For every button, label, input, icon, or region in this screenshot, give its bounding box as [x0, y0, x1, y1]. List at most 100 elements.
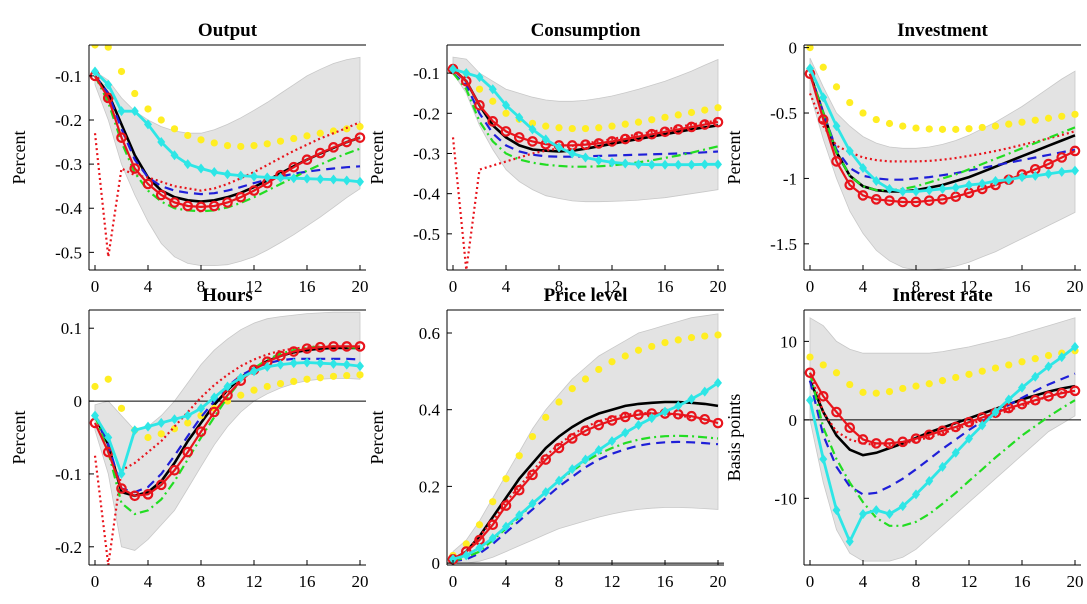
data-point [223, 169, 232, 180]
x-tick-label: 16 [299, 277, 316, 296]
x-tick-label: 8 [555, 572, 564, 591]
data-point [500, 126, 512, 137]
y-tick-label: -1 [783, 169, 797, 188]
data-point [593, 138, 605, 149]
data-point [686, 410, 697, 422]
data-point [714, 159, 722, 170]
data-point [991, 122, 1000, 130]
data-point [844, 179, 856, 191]
y-tick-label: 0 [74, 392, 83, 411]
data-point [250, 141, 258, 150]
panel-title: Investment [897, 20, 988, 41]
data-point [130, 106, 139, 117]
data-point [872, 505, 881, 516]
data-point [899, 384, 907, 393]
series-circles-red [89, 341, 366, 502]
data-point [885, 509, 894, 519]
data-point [129, 163, 141, 174]
data-point [502, 109, 510, 117]
x-tick-label: 20 [710, 572, 727, 591]
data-point [117, 468, 126, 479]
panel-title: Price level [544, 285, 628, 306]
panel-consumption: 0 4 8 12 16 20 -0.1 -0.2 -0.3 -0.4 -0.5 Consumption… [367, 20, 727, 296]
data-point [872, 389, 880, 397]
data-point [580, 425, 591, 437]
data-point [923, 195, 935, 206]
data-point [488, 533, 497, 544]
x-tick-label: 4 [502, 572, 511, 591]
x-tick-label: 8 [912, 572, 921, 591]
data-point [872, 115, 880, 124]
data-point [965, 370, 973, 378]
data-point [897, 436, 909, 448]
data-point [965, 125, 973, 133]
data-point [527, 136, 538, 147]
data-point [182, 446, 194, 458]
data-point [182, 200, 194, 212]
data-point [1071, 110, 1079, 118]
data-point [885, 183, 894, 194]
y-tick-label: 0.6 [419, 324, 440, 343]
series-circles-red [447, 63, 724, 151]
data-point [475, 521, 484, 529]
data-point [634, 118, 643, 126]
data-point [487, 116, 499, 127]
data-point [897, 196, 909, 208]
data-point [342, 175, 351, 186]
data-point [831, 156, 842, 167]
data-point [474, 99, 485, 111]
series-dotted-red [93, 345, 361, 565]
data-point [1005, 120, 1013, 128]
data-point [303, 357, 311, 368]
data-point [157, 137, 166, 148]
data-point [870, 438, 882, 449]
data-point [117, 67, 126, 76]
data-point [608, 122, 616, 130]
confidence-band [452, 313, 719, 564]
data-point [502, 100, 510, 111]
data-point [1005, 361, 1013, 369]
data-point [197, 403, 205, 414]
data-point [910, 433, 922, 444]
data-point [595, 365, 603, 374]
data-point [898, 501, 907, 512]
y-axis-label: Percent [367, 411, 387, 465]
data-point [859, 509, 867, 519]
data-point [1044, 351, 1053, 360]
data-point [195, 201, 207, 213]
data-point [819, 361, 827, 369]
data-point [500, 500, 512, 511]
data-point [169, 464, 180, 476]
data-point [155, 479, 167, 491]
y-tick-label: -0.1 [413, 64, 440, 83]
data-point [845, 145, 854, 156]
x-tick-label: 12 [246, 277, 263, 296]
data-point [621, 158, 630, 169]
data-point [513, 132, 525, 143]
data-point [1044, 114, 1053, 122]
data-point [276, 172, 285, 183]
data-point [912, 489, 920, 500]
series-circles-red [804, 367, 1081, 449]
plot-area [447, 56, 724, 270]
data-point [672, 124, 684, 135]
data-point [104, 432, 113, 443]
data-point [356, 371, 364, 379]
data-point [91, 66, 99, 77]
data-point [608, 436, 616, 447]
data-point [621, 352, 629, 360]
panel-title: Output [198, 20, 258, 41]
data-point [104, 375, 112, 383]
data-point [581, 152, 590, 163]
data-point [104, 45, 112, 51]
series-dashdot-green [452, 434, 719, 563]
x-tick-label: 0 [806, 277, 815, 296]
data-point [991, 364, 1000, 372]
data-point [116, 483, 127, 494]
series-dashdot-green [808, 73, 1076, 192]
data-point [819, 92, 828, 103]
panel-investment: 0 4 8 12 16 20 0 -0.5 -1 -1.5 Investment Percent [724, 20, 1084, 296]
data-point [341, 341, 353, 352]
data-point [817, 114, 829, 125]
data-point [237, 391, 245, 399]
